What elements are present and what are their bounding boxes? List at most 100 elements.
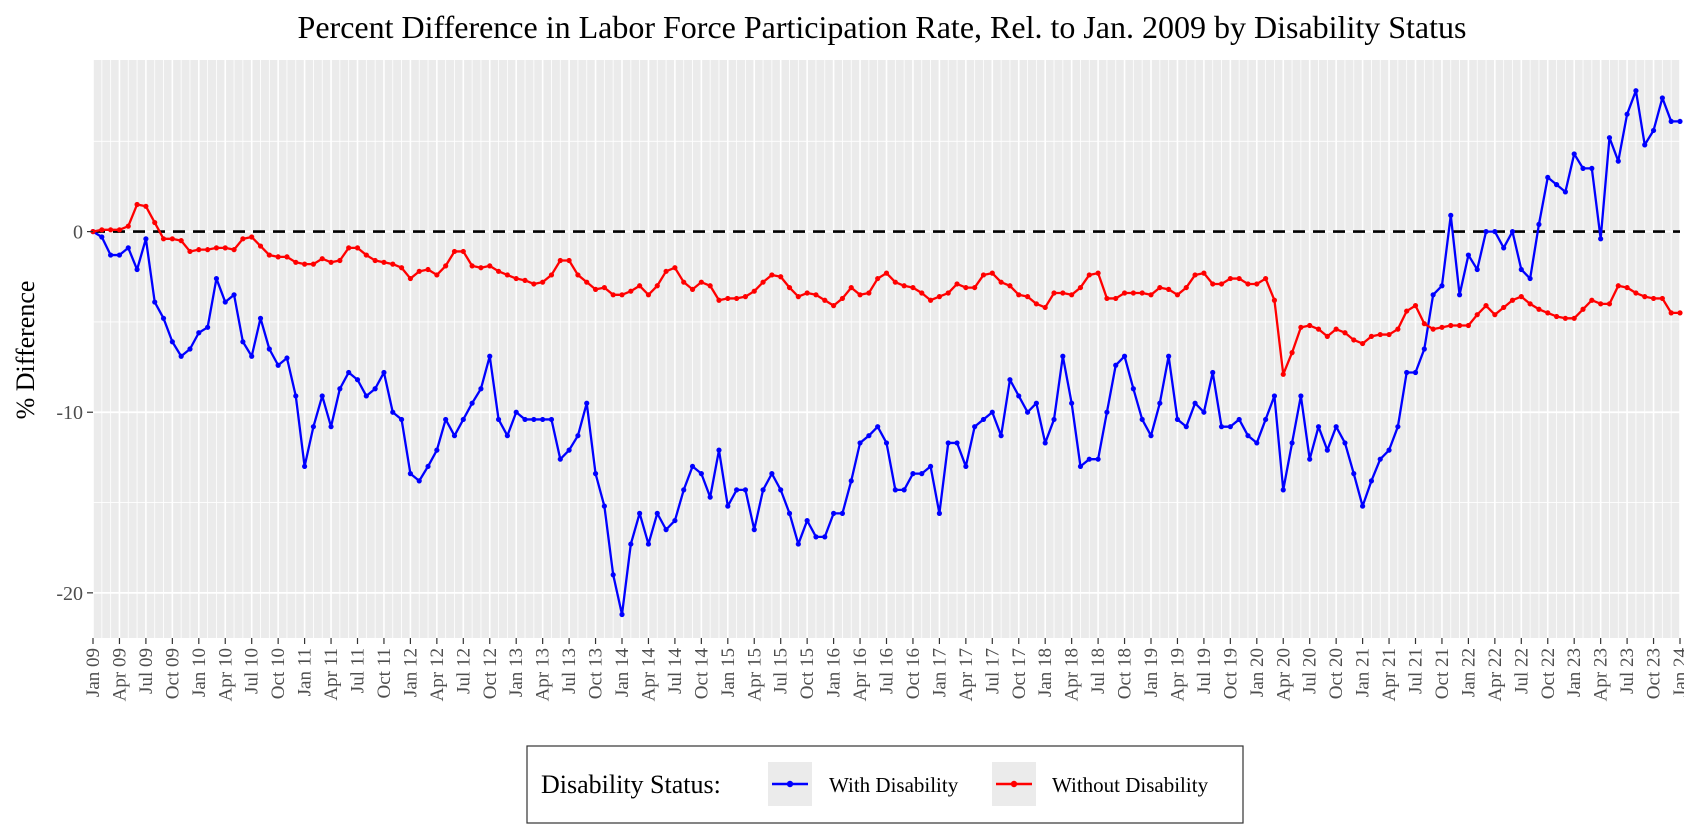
x-tick-label: Jan 09 — [83, 648, 104, 697]
data-point-without-disability — [839, 295, 846, 302]
data-point-with-disability — [363, 393, 369, 399]
x-tick-label: Jul 21 — [1406, 648, 1427, 694]
data-point-without-disability — [654, 283, 660, 289]
data-point-with-disability — [434, 447, 440, 453]
data-point-without-disability — [178, 238, 184, 244]
data-point-with-disability — [707, 494, 713, 500]
data-point-without-disability — [1580, 306, 1586, 312]
data-point-with-disability — [1659, 95, 1665, 101]
x-tick-label: Jul 14 — [665, 648, 686, 694]
data-point-with-disability — [1448, 212, 1454, 218]
data-point-with-disability — [1113, 362, 1119, 368]
data-point-without-disability — [143, 203, 149, 209]
data-point-with-disability — [1271, 393, 1278, 399]
data-point-with-disability — [1007, 377, 1013, 383]
data-point-without-disability — [584, 279, 590, 285]
data-point-without-disability — [760, 279, 766, 285]
data-point-without-disability — [1157, 284, 1163, 291]
data-point-without-disability — [1263, 275, 1269, 282]
data-point-with-disability — [187, 346, 193, 352]
data-point-without-disability — [1545, 310, 1551, 316]
data-point-without-disability — [1016, 292, 1022, 298]
x-tick-label: Jan 16 — [824, 648, 845, 697]
data-point-with-disability — [1474, 266, 1480, 273]
data-point-without-disability — [575, 272, 581, 278]
data-point-with-disability — [892, 487, 898, 493]
data-point-without-disability — [936, 294, 943, 300]
data-point-without-disability — [963, 284, 969, 291]
data-point-without-disability — [504, 272, 510, 278]
data-point-without-disability — [363, 252, 369, 258]
data-point-without-disability — [1104, 295, 1110, 302]
data-point-without-disability — [372, 257, 378, 264]
data-point-with-disability — [1033, 400, 1039, 406]
x-tick-label: Oct 12 — [480, 648, 501, 699]
x-tick-label: Jul 12 — [453, 648, 474, 694]
data-point-with-disability — [1501, 245, 1507, 251]
x-tick-label: Jan 18 — [1035, 648, 1056, 697]
data-point-with-disability — [416, 478, 422, 484]
data-point-with-disability — [1606, 135, 1613, 141]
data-point-with-disability — [927, 463, 934, 470]
data-point-with-disability — [346, 369, 352, 376]
data-point-with-disability — [1060, 353, 1066, 359]
legend-label-without-disability: Without Disability — [1052, 773, 1209, 797]
data-point-with-disability — [1633, 88, 1639, 94]
data-point-with-disability — [425, 463, 431, 470]
data-point-without-disability — [919, 290, 925, 296]
data-point-without-disability — [610, 292, 616, 298]
data-point-without-disability — [213, 245, 220, 251]
data-point-without-disability — [381, 259, 387, 265]
x-tick-label: Jan 22 — [1458, 648, 1479, 697]
data-point-with-disability — [513, 409, 519, 415]
data-point-with-disability — [663, 527, 669, 533]
data-point-with-disability — [1254, 440, 1260, 446]
data-point-with-disability — [1139, 416, 1145, 423]
data-point-without-disability — [813, 292, 819, 298]
data-point-with-disability — [222, 299, 228, 305]
data-point-without-disability — [1139, 290, 1145, 296]
data-point-without-disability — [1677, 310, 1683, 316]
data-point-with-disability — [1307, 456, 1313, 462]
x-tick-label: Oct 23 — [1644, 648, 1665, 699]
data-point-without-disability — [637, 283, 643, 289]
y-axis-label: % Difference — [11, 281, 40, 420]
major-grid — [92, 60, 1681, 638]
data-point-without-disability — [778, 274, 784, 280]
data-point-without-disability — [1060, 290, 1066, 296]
x-tick-label: Jul 16 — [877, 648, 898, 694]
data-point-with-disability — [998, 433, 1004, 439]
data-point-without-disability — [1113, 295, 1119, 302]
data-point-with-disability — [1024, 409, 1031, 415]
data-point-without-disability — [1042, 304, 1048, 311]
data-point-with-disability — [954, 440, 960, 446]
data-point-with-disability — [1236, 416, 1242, 423]
data-point-without-disability — [1439, 324, 1445, 330]
x-tick-label: Apr 09 — [109, 648, 130, 701]
x-tick-label: Jul 15 — [771, 648, 792, 694]
data-point-without-disability — [310, 261, 317, 267]
data-point-without-disability — [1324, 333, 1330, 339]
data-point-with-disability — [1148, 433, 1154, 439]
data-point-with-disability — [1562, 189, 1568, 195]
data-point-with-disability — [390, 409, 396, 415]
data-point-without-disability — [1377, 331, 1383, 338]
data-point-with-disability — [125, 245, 131, 251]
x-tick-label: Jul 19 — [1194, 648, 1215, 694]
data-point-with-disability — [654, 510, 660, 516]
x-tick-label: Apr 19 — [1167, 648, 1188, 701]
x-tick-label: Jan 10 — [189, 648, 210, 697]
data-point-with-disability — [1465, 252, 1471, 258]
data-point-without-disability — [1333, 326, 1339, 332]
data-point-without-disability — [1271, 297, 1278, 303]
data-point-with-disability — [1412, 369, 1419, 376]
data-point-without-disability — [1351, 337, 1357, 343]
chart-title: Percent Difference in Labor Force Partic… — [298, 9, 1467, 45]
data-point-without-disability — [795, 294, 801, 300]
data-point-without-disability — [1095, 270, 1101, 276]
data-point-without-disability — [1148, 292, 1154, 298]
data-point-without-disability — [1598, 301, 1604, 307]
data-point-with-disability — [249, 353, 255, 359]
data-point-without-disability — [901, 283, 907, 289]
data-point-with-disability — [936, 510, 943, 516]
